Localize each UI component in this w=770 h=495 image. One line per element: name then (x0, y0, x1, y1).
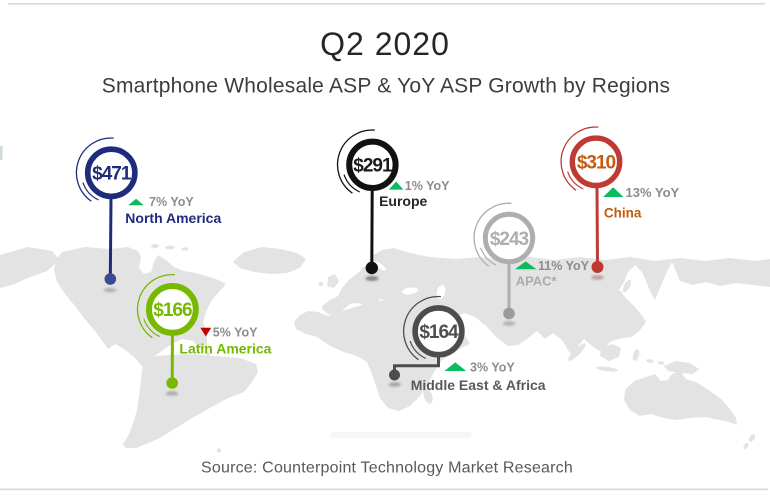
svg-text:$471: $471 (92, 164, 132, 185)
svg-text:China: China (604, 205, 642, 220)
svg-text:$166: $166 (153, 300, 192, 321)
svg-text:Smartphone Wholesale ASP & YoY: Smartphone Wholesale ASP & YoY ASP Growt… (102, 75, 670, 98)
svg-text:11% YoY: 11% YoY (538, 259, 590, 273)
svg-text:5% YoY: 5% YoY (213, 326, 258, 340)
svg-text:$243: $243 (490, 229, 529, 250)
svg-text:3% YoY: 3% YoY (470, 361, 515, 375)
svg-text:$310: $310 (577, 153, 616, 174)
svg-text:North America: North America (125, 210, 221, 226)
svg-text:$291: $291 (353, 156, 393, 177)
svg-text:Source: Counterpoint Technolog: Source: Counterpoint Technology Market R… (201, 460, 573, 477)
svg-text:13% YoY: 13% YoY (626, 185, 680, 200)
svg-text:Q2 2020: Q2 2020 (320, 26, 450, 62)
svg-text:Europe: Europe (379, 193, 427, 209)
svg-text:Latin America: Latin America (179, 341, 271, 357)
svg-text:Middle East & Africa: Middle East & Africa (411, 377, 546, 393)
svg-text:$164: $164 (419, 322, 459, 343)
svg-text:7% YoY: 7% YoY (149, 195, 194, 209)
svg-text:1% YoY: 1% YoY (405, 179, 450, 193)
svg-text:APAC*: APAC* (516, 274, 558, 289)
